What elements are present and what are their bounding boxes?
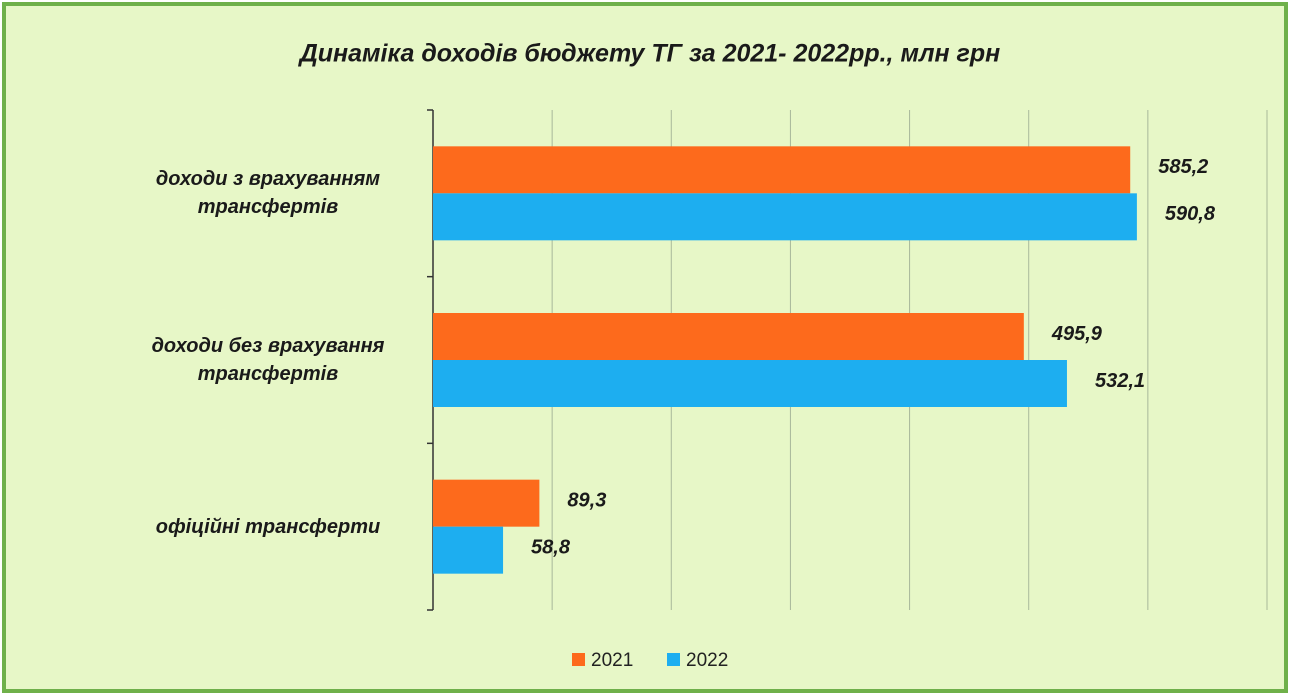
y-tick-label: доходи з врахуванням трансфертів: [155, 168, 381, 219]
y-tick-label: доходи без врахування трансфертів: [151, 335, 385, 385]
bar: [433, 360, 1067, 407]
bar: [433, 146, 1131, 194]
chart-title: Динаміка доходів бюджету ТГ за 2021- 202…: [298, 40, 1001, 68]
bar: [433, 479, 540, 527]
data-label: 89,3: [567, 489, 606, 511]
bar: [433, 193, 1137, 241]
data-label: 590,8: [1165, 203, 1216, 225]
legend-swatch: [667, 653, 680, 666]
data-label: 585,2: [1158, 156, 1208, 178]
bar: [433, 313, 1024, 360]
legend-swatch: [572, 653, 585, 666]
legend-label: 2021: [591, 650, 633, 671]
y-tick-label: офіційні трансферти: [155, 515, 381, 538]
data-label: 58,8: [531, 536, 571, 558]
data-label: 495,9: [1051, 323, 1103, 345]
legend-label: 2022: [686, 650, 728, 671]
data-label: 532,1: [1095, 370, 1145, 392]
bar: [433, 526, 504, 574]
